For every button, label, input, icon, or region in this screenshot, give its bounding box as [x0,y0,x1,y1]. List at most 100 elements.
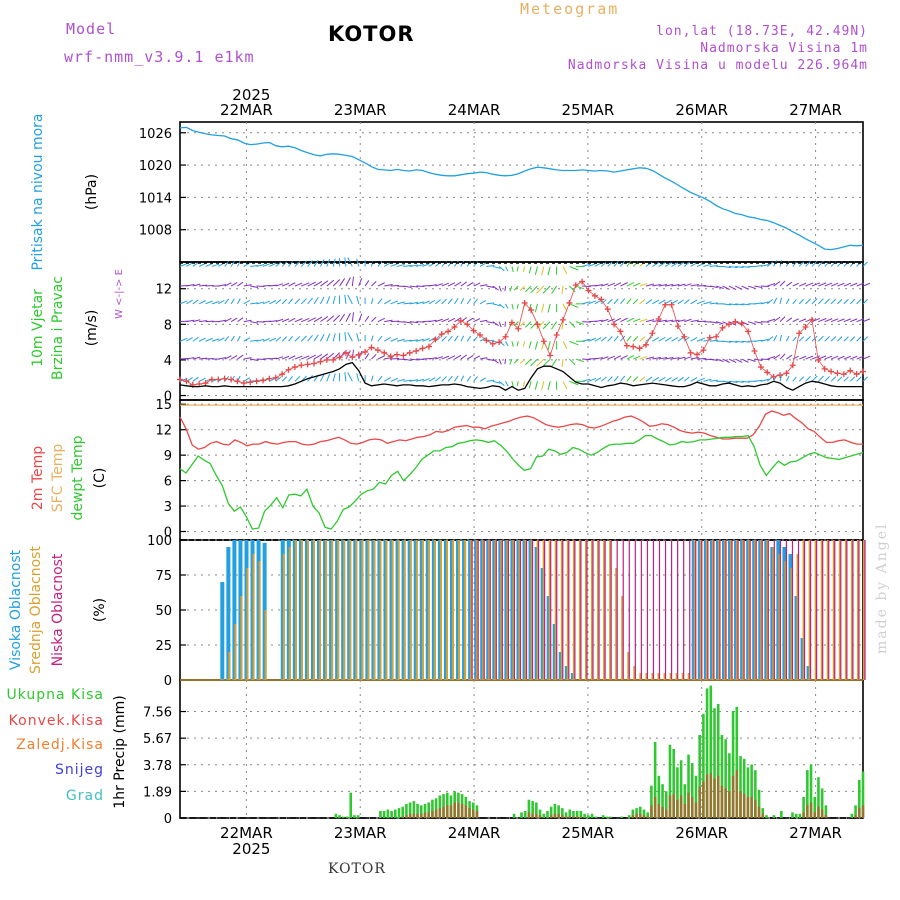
wind-arrow [690,377,698,382]
wind-arrow [569,265,579,271]
bottom-day-label: 23MAR [334,824,387,842]
cloud-bar [439,540,442,680]
wind-arrow [243,357,252,360]
precip-conv-bar [742,794,746,818]
top-year-label: 2025 [232,86,270,104]
top-day-label: 27MAR [789,101,842,119]
wind-arrow [237,298,241,305]
wind-arrow [588,300,597,305]
wind-arrow [837,336,843,342]
wind-arrow [830,282,839,287]
wind-arrow [224,335,230,342]
wind-arrow [811,317,821,323]
wind-arrow [534,381,538,390]
wind-arrow [645,356,655,360]
wind-arrow [211,301,220,305]
wind-arrow [664,262,672,267]
wind-arrow [690,284,699,287]
cloud-bar [536,540,539,680]
wind-arrow [620,375,626,382]
wind-arrow [551,285,558,294]
precip-conv-bar [854,815,857,818]
wind-arrow [403,358,412,362]
precip-conv-bar [445,805,449,818]
top-day-label: 24MAR [448,101,501,119]
cloud-bar [513,540,516,680]
wind-arrow [850,282,858,287]
cloud-bar [288,547,291,680]
precip-conv-bar [746,796,750,818]
precip-conv-bar [408,813,412,818]
wind-arrow [319,259,325,267]
wind-arrow [671,319,680,323]
meteogram-title: Meteogram [520,0,620,18]
precip-conv-bar [731,775,735,818]
cloud-bar [415,540,418,680]
wind-arrow [479,262,487,267]
cloud-bar [373,540,376,680]
wind-arrow [294,318,303,323]
wind-arrow [522,341,526,347]
wind-arrow [347,372,353,382]
wind-arrow [243,337,251,342]
wind-arrow [658,377,666,382]
wind-arrow [211,263,220,267]
wind-arrow [313,334,319,342]
wind-arrow [690,319,699,323]
precip-total-bar [408,802,412,818]
wind-arrow [626,282,635,287]
cloud-bar [421,540,424,680]
precip-conv-bar [702,781,705,818]
precip-conv-bar [535,813,538,818]
wind-arrow [741,265,750,268]
wind-arrow [243,299,251,305]
cloud-bar [494,540,497,680]
cloud-bar [246,568,249,680]
wind-arrow [498,303,505,309]
wind-arrow [396,378,405,382]
cloud-bar [725,540,727,680]
wind-arrow [862,376,868,382]
wind-arrow [600,299,607,305]
precip-conv-bar [442,806,445,818]
wind-arrow [199,284,208,287]
wind-arrow [697,357,707,360]
wind-arrow [351,312,355,322]
cloud-bar [840,540,842,680]
y-tick-label: 12 [155,424,172,439]
wind-arrow [205,337,213,342]
pressure-ylabel: Pritisak na nivou mora [30,113,46,270]
wind-arrow [344,372,347,382]
wind-arrow [837,355,845,360]
cloud-bar [482,540,485,680]
wind-arrow [294,298,301,305]
y-tick-label: 12 [155,283,172,298]
wind-arrow [582,301,591,305]
wind-arrow [326,279,335,287]
precip-total-bar [356,815,360,818]
cloud-bar [802,540,805,680]
wind-arrow [664,337,672,342]
y-tick-label: 1008 [139,224,172,239]
model-elevation-info: Nadmorska Visina u modelu 226.964m [567,58,868,73]
wind-arrow [281,298,288,305]
wind-arrow [262,337,271,342]
wind-arrow [735,358,743,363]
wind-arrow [547,303,551,313]
precip-total-bar [664,791,668,818]
wind-arrow [320,353,329,360]
cloud-bar [501,540,503,680]
wind-arrow [218,319,227,323]
wind-arrow [522,381,526,387]
wind-arrow [460,298,465,305]
wind-arrow [275,318,284,323]
cloud-bar [670,540,673,680]
precip-legend-2: Zaledj.Kisa [16,737,104,753]
cloud-bar [844,540,847,680]
cloud-bar [864,540,866,680]
wind-arrow [473,318,481,323]
wind-arrow [230,335,235,342]
wind-arrow [547,341,551,351]
wind-arrow [186,337,193,342]
temp-unit: (C) [92,468,108,489]
